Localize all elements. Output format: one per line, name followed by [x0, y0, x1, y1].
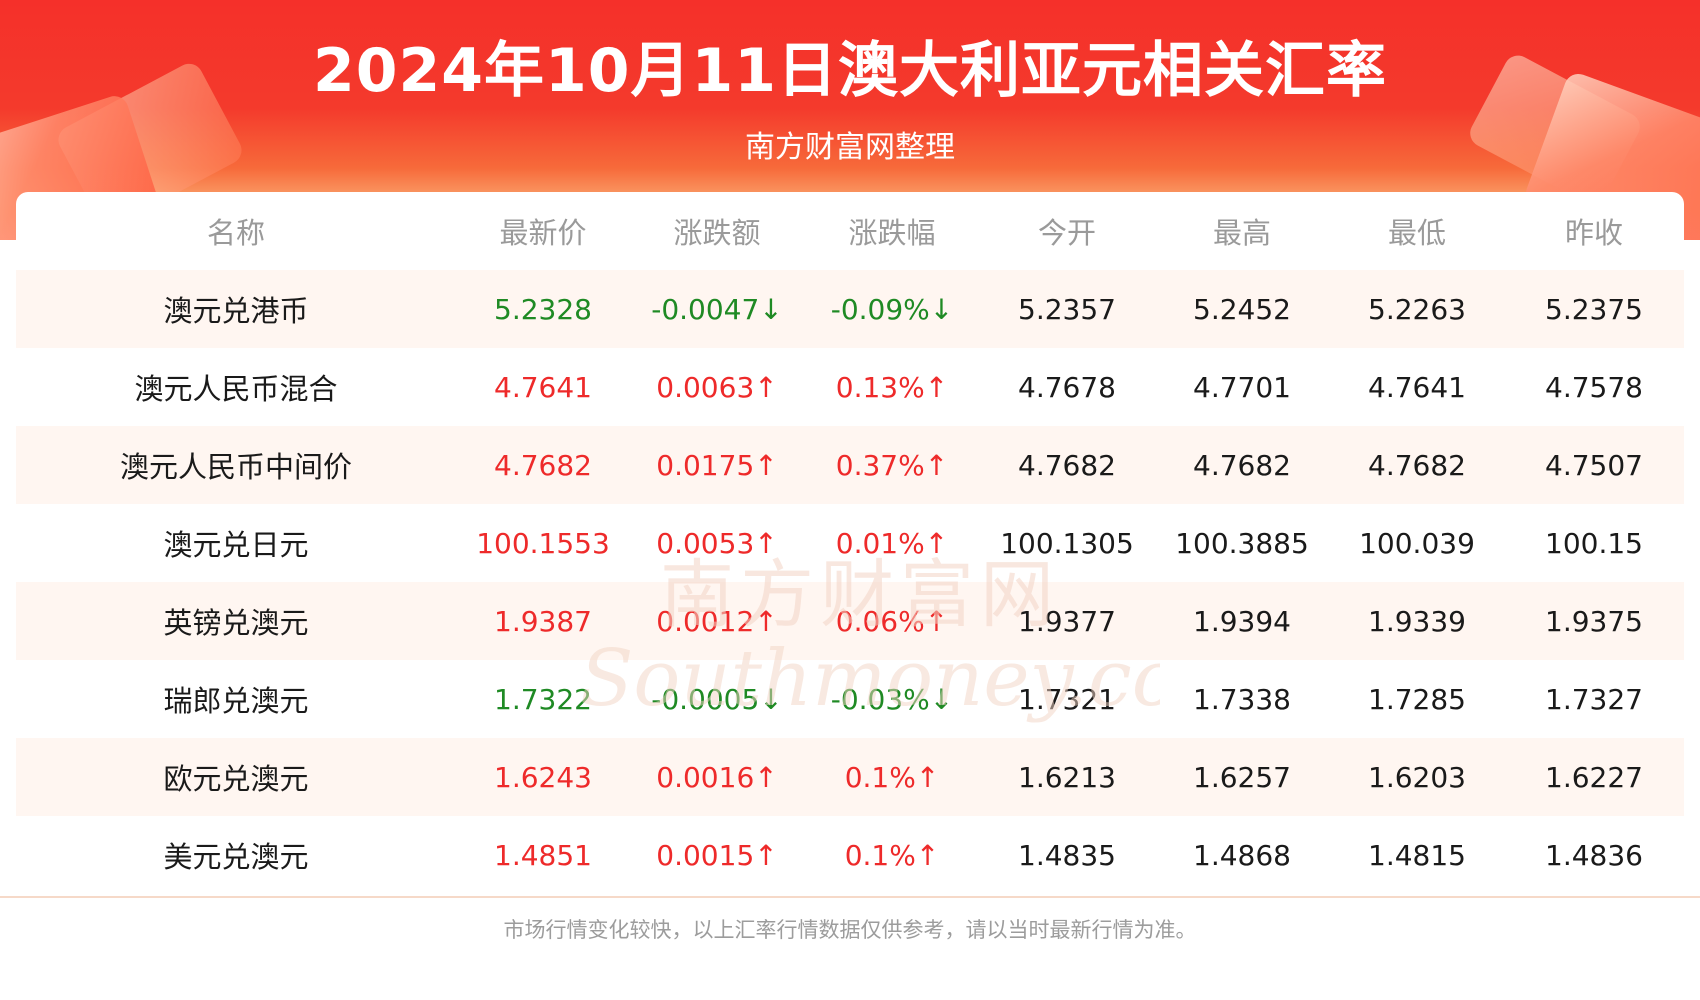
row-low: 100.039 [1359, 526, 1475, 560]
row-prev-close: 1.7327 [1545, 682, 1643, 716]
row-change: -0.0005↓ [651, 682, 783, 716]
row-prev-close: 100.15 [1545, 526, 1643, 560]
row-low: 1.4815 [1368, 838, 1466, 872]
row-latest: 1.9387 [494, 604, 592, 638]
row-name: 瑞郎兑澳元 [163, 684, 309, 718]
column-header-latest: 最新价 [499, 216, 587, 250]
row-change-pct: 0.1%↑ [844, 838, 940, 872]
row-low: 4.7641 [1368, 370, 1466, 404]
row-high: 5.2452 [1193, 292, 1291, 326]
rates-table: 名称 最新价 涨跌额 涨跌幅 今开 最高 最低 昨收 澳元兑港币 5.2328 … [16, 192, 1684, 902]
column-header-name: 名称 [206, 216, 265, 250]
row-latest: 100.1553 [476, 526, 610, 560]
table-row: 美元兑澳元 1.4851 0.0015↑ 0.1%↑ 1.4835 1.4868… [16, 816, 1684, 894]
row-open: 1.6213 [1018, 760, 1116, 794]
row-low: 5.2263 [1368, 292, 1466, 326]
row-high: 4.7701 [1193, 370, 1291, 404]
row-high: 100.3885 [1175, 526, 1309, 560]
row-open: 5.2357 [1018, 292, 1116, 326]
row-prev-close: 1.9375 [1545, 604, 1643, 638]
column-header-prev-close: 昨收 [1564, 216, 1623, 250]
row-change: 0.0015↑ [656, 838, 778, 872]
row-change-pct: 0.01%↑ [835, 526, 949, 560]
row-change-pct: 0.06%↑ [835, 604, 949, 638]
row-open: 100.1305 [1000, 526, 1134, 560]
row-latest: 1.7322 [494, 682, 592, 716]
row-name: 澳元兑港币 [163, 294, 309, 328]
row-latest: 4.7682 [494, 448, 592, 482]
table-row: 澳元兑日元 100.1553 0.0053↑ 0.01%↑ 100.1305 1… [16, 504, 1684, 582]
row-change-pct: 0.1%↑ [844, 760, 940, 794]
column-header-open: 今开 [1037, 216, 1096, 250]
column-header-low: 最低 [1387, 216, 1446, 250]
row-prev-close: 4.7578 [1545, 370, 1643, 404]
table-row: 澳元人民币中间价 4.7682 0.0175↑ 0.37%↑ 4.7682 4.… [16, 426, 1684, 504]
row-open: 1.9377 [1018, 604, 1116, 638]
column-header-change-pct: 涨跌幅 [848, 216, 936, 250]
page-title: 2024年10月11日澳大利亚元相关汇率 [313, 36, 1387, 106]
row-change: 0.0053↑ [656, 526, 778, 560]
row-latest: 5.2328 [494, 292, 592, 326]
row-change-pct: -0.03%↓ [830, 682, 954, 716]
row-change-pct: 0.13%↑ [835, 370, 949, 404]
row-name: 欧元兑澳元 [163, 762, 309, 796]
row-change: 0.0012↑ [656, 604, 778, 638]
row-change-pct: 0.37%↑ [835, 448, 949, 482]
row-high: 1.6257 [1193, 760, 1291, 794]
row-name: 澳元人民币中间价 [119, 450, 352, 484]
row-change: 0.0016↑ [656, 760, 778, 794]
table-row: 瑞郎兑澳元 1.7322 -0.0005↓ -0.03%↓ 1.7321 1.7… [16, 660, 1684, 738]
row-name: 澳元人民币混合 [134, 372, 338, 406]
row-high: 1.4868 [1193, 838, 1291, 872]
footer-divider [0, 896, 1700, 898]
row-open: 1.7321 [1018, 682, 1116, 716]
row-latest: 1.6243 [494, 760, 592, 794]
row-change-pct: -0.09%↓ [830, 292, 954, 326]
row-low: 1.6203 [1368, 760, 1466, 794]
table-row: 澳元人民币混合 4.7641 0.0063↑ 0.13%↑ 4.7678 4.7… [16, 348, 1684, 426]
row-change: -0.0047↓ [651, 292, 783, 326]
row-open: 1.4835 [1018, 838, 1116, 872]
row-open: 4.7678 [1018, 370, 1116, 404]
table-row: 欧元兑澳元 1.6243 0.0016↑ 0.1%↑ 1.6213 1.6257… [16, 738, 1684, 816]
row-name: 英镑兑澳元 [163, 606, 309, 640]
row-prev-close: 5.2375 [1545, 292, 1643, 326]
row-high: 4.7682 [1193, 448, 1291, 482]
page-subtitle: 南方财富网整理 [745, 130, 955, 165]
row-latest: 1.4851 [494, 838, 592, 872]
row-change: 0.0175↑ [656, 448, 778, 482]
row-low: 4.7682 [1368, 448, 1466, 482]
table-header-row: 名称 最新价 涨跌额 涨跌幅 今开 最高 最低 昨收 [16, 192, 1684, 270]
row-high: 1.9394 [1193, 604, 1291, 638]
row-low: 1.9339 [1368, 604, 1466, 638]
row-prev-close: 1.6227 [1545, 760, 1643, 794]
row-high: 1.7338 [1193, 682, 1291, 716]
row-name: 澳元兑日元 [163, 528, 309, 562]
column-header-high: 最高 [1212, 216, 1271, 250]
row-open: 4.7682 [1018, 448, 1116, 482]
row-prev-close: 1.4836 [1545, 838, 1643, 872]
row-prev-close: 4.7507 [1545, 448, 1643, 482]
table-row: 英镑兑澳元 1.9387 0.0012↑ 0.06%↑ 1.9377 1.939… [16, 582, 1684, 660]
row-change: 0.0063↑ [656, 370, 778, 404]
row-name: 美元兑澳元 [163, 840, 309, 874]
disclaimer-text: 市场行情变化较快，以上汇率行情数据仅供参考，请以当时最新行情为准。 [503, 918, 1197, 942]
table-row: 澳元兑港币 5.2328 -0.0047↓ -0.09%↓ 5.2357 5.2… [16, 270, 1684, 348]
row-latest: 4.7641 [494, 370, 592, 404]
row-low: 1.7285 [1368, 682, 1466, 716]
column-header-change: 涨跌额 [673, 216, 761, 250]
